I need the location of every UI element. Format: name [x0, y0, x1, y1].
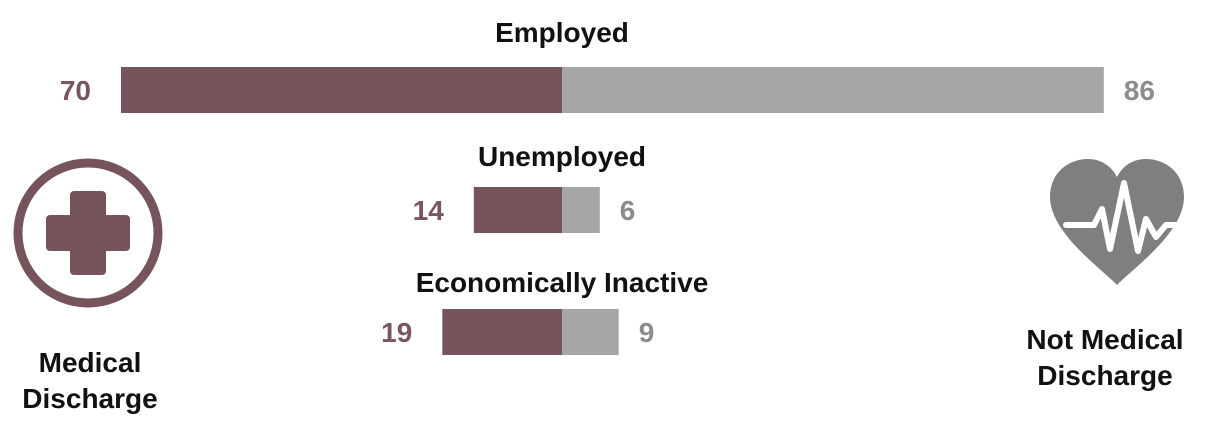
- value-label-not-medical-unemployed: 6: [620, 195, 636, 226]
- bar-medical-unemployed: [473, 187, 562, 233]
- bar-not-medical-economically-inactive: [562, 309, 619, 355]
- value-label-medical-employed: 70: [60, 75, 91, 106]
- value-label-medical-unemployed: 14: [413, 195, 445, 226]
- value-label-not-medical-employed: 86: [1124, 75, 1155, 106]
- category-label-employed: Employed: [495, 17, 629, 48]
- legend-not-medical-line2: Discharge: [1037, 360, 1173, 391]
- value-label-medical-economically-inactive: 19: [381, 317, 412, 348]
- legend-not-medical-line1: Not Medical: [1026, 324, 1184, 355]
- legend-medical-line2: Discharge: [22, 383, 158, 414]
- bar-medical-economically-inactive: [442, 309, 562, 355]
- medical-cross-icon: [13, 158, 163, 308]
- value-label-not-medical-economically-inactive: 9: [639, 317, 655, 348]
- bar-not-medical-employed: [562, 67, 1104, 113]
- legend-medical-discharge: Medical Discharge: [10, 345, 170, 417]
- category-label-unemployed: Unemployed: [478, 141, 646, 172]
- bar-not-medical-unemployed: [562, 187, 600, 233]
- legend-medical-line1: Medical: [38, 347, 142, 378]
- category-label-economically-inactive: Economically Inactive: [416, 267, 709, 298]
- heartbeat-icon: [1050, 159, 1184, 285]
- legend-not-medical-discharge: Not Medical Discharge: [1005, 322, 1205, 394]
- bar-medical-employed: [121, 67, 562, 113]
